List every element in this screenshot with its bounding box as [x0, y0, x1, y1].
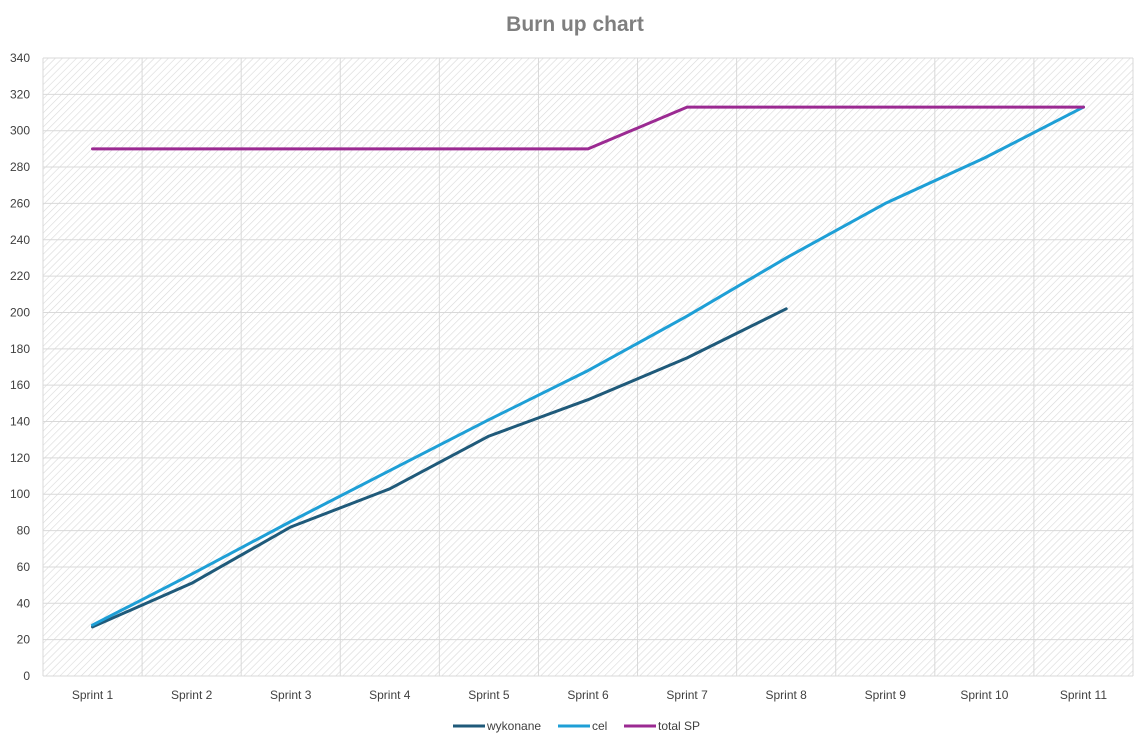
- y-tick-label: 20: [17, 633, 31, 647]
- x-axis-ticks: Sprint 1 Sprint 2 Sprint 3 Sprint 4 Sprint 5…: [72, 688, 1107, 702]
- y-tick-label: 320: [10, 87, 30, 101]
- y-tick-label: 160: [10, 378, 30, 392]
- series-lines: [91, 105, 1085, 629]
- x-tick-label: Sprint 8: [766, 688, 808, 702]
- y-tick-label: 100: [10, 487, 30, 501]
- x-tick-label: Sprint 7: [666, 688, 708, 702]
- gridlines: [42, 57, 1134, 677]
- y-tick-label: 60: [17, 560, 31, 574]
- y-tick-label: 200: [10, 305, 30, 319]
- y-tick-label: 0: [23, 669, 30, 683]
- y-tick-label: 340: [10, 51, 30, 65]
- x-tick-label: Sprint 10: [960, 688, 1008, 702]
- x-tick-label: Sprint 9: [865, 688, 907, 702]
- series-line-cel: [91, 105, 1085, 627]
- x-tick-label: Sprint 6: [567, 688, 609, 702]
- x-tick-label: Sprint 2: [171, 688, 213, 702]
- y-tick-label: 300: [10, 124, 30, 138]
- y-tick-label: 280: [10, 160, 30, 174]
- y-tick-label: 80: [17, 524, 31, 538]
- x-tick-label: Sprint 5: [468, 688, 510, 702]
- y-axis-ticks: 0 20 40 60 80 100 120 140 160 180 200 220 240 260 280 3…: [10, 51, 30, 683]
- legend: wykonane cel total SP: [453, 719, 700, 733]
- series-line-total-sp: [91, 105, 1085, 151]
- x-tick-label: Sprint 1: [72, 688, 114, 702]
- y-tick-label: 140: [10, 415, 30, 429]
- legend-label-total-sp: total SP: [658, 719, 700, 733]
- chart-title: Burn up chart: [506, 13, 644, 36]
- series-line-wykonane: [91, 307, 788, 629]
- y-tick-label: 240: [10, 233, 30, 247]
- legend-label-cel: cel: [592, 719, 607, 733]
- y-tick-label: 220: [10, 269, 30, 283]
- y-tick-label: 120: [10, 451, 30, 465]
- legend-label-wykonane: wykonane: [486, 719, 541, 733]
- y-tick-label: 180: [10, 342, 30, 356]
- x-tick-label: Sprint 4: [369, 688, 411, 702]
- x-tick-label: Sprint 11: [1060, 688, 1107, 702]
- y-tick-label: 260: [10, 196, 30, 210]
- plot-area: [43, 58, 1133, 676]
- y-tick-label: 40: [17, 596, 31, 610]
- x-tick-label: Sprint 3: [270, 688, 312, 702]
